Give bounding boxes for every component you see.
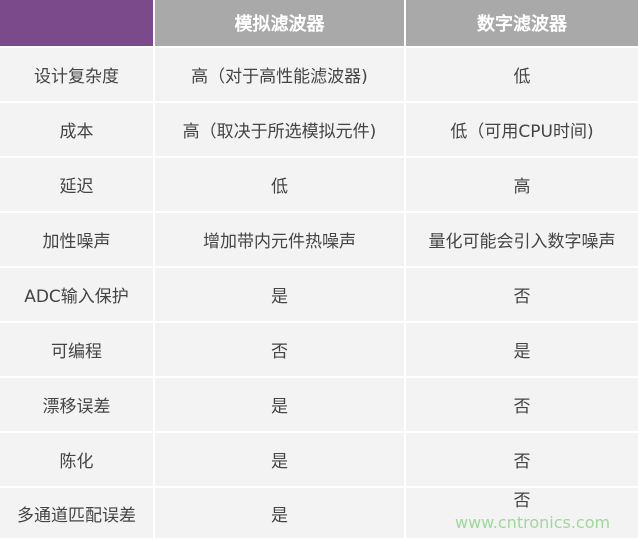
table-row: 设计复杂度 高（对于高性能滤波器) 低 <box>0 48 638 101</box>
digital-cell: 低 <box>406 48 638 101</box>
table-row: 多通道匹配误差是否 <box>0 488 638 538</box>
row-label: 可编程 <box>0 323 153 376</box>
header-digital: 数字滤波器 <box>406 0 638 46</box>
row-label: 延迟 <box>0 158 153 211</box>
digital-cell: 是 <box>406 323 638 376</box>
row-label: 漂移误差 <box>0 378 153 431</box>
table-row: 陈化是否 <box>0 433 638 486</box>
header-analog: 模拟滤波器 <box>155 0 404 46</box>
table-row: 加性噪声 增加带内元件热噪声 量化可能会引入数字噪声 <box>0 213 638 266</box>
corner-cell <box>0 0 153 46</box>
digital-cell: 高 <box>406 158 638 211</box>
analog-cell: 否 <box>155 323 404 376</box>
analog-cell: 是 <box>155 268 404 321</box>
analog-cell: 是 <box>155 433 404 486</box>
digital-cell: 否 <box>406 433 638 486</box>
analog-cell: 是 <box>155 378 404 431</box>
digital-cell: 否 <box>406 268 638 321</box>
row-label: ADC输入保护 <box>0 268 153 321</box>
row-label: 多通道匹配误差 <box>0 488 153 538</box>
analog-cell: 增加带内元件热噪声 <box>155 213 404 266</box>
table-row: 延迟低高 <box>0 158 638 211</box>
row-label: 加性噪声 <box>0 213 153 266</box>
analog-cell: 高（对于高性能滤波器) <box>155 48 404 101</box>
digital-cell: 量化可能会引入数字噪声 <box>406 213 638 266</box>
analog-cell: 是 <box>155 488 404 538</box>
header-row: 模拟滤波器 数字滤波器 <box>0 0 638 46</box>
analog-cell: 低 <box>155 158 404 211</box>
row-label: 设计复杂度 <box>0 48 153 101</box>
table-row: 可编程否是 <box>0 323 638 376</box>
digital-cell: 否 <box>406 488 638 538</box>
row-label: 陈化 <box>0 433 153 486</box>
digital-cell: 否 <box>406 378 638 431</box>
analog-cell: 高（取决于所选模拟元件) <box>155 103 404 156</box>
watermark: www.cntronics.com <box>455 513 611 532</box>
digital-cell: 低（可用CPU时间) <box>406 103 638 156</box>
row-label: 成本 <box>0 103 153 156</box>
table-row: 漂移误差是否 <box>0 378 638 431</box>
table-row: 成本 高（取决于所选模拟元件) 低（可用CPU时间) <box>0 103 638 156</box>
table-row: ADC输入保护是否 <box>0 268 638 321</box>
